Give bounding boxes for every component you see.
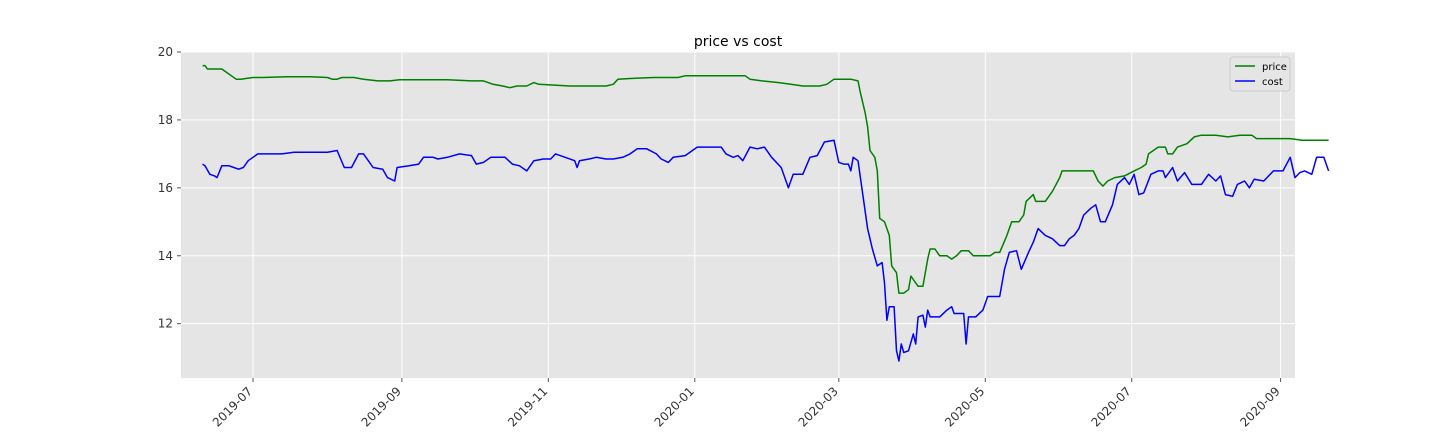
plot-background xyxy=(181,52,1295,378)
y-tick-label: 20 xyxy=(158,45,173,59)
x-tick-label: 2020-09 xyxy=(1237,384,1282,429)
y-tick-label: 16 xyxy=(158,181,173,195)
legend-label-cost: cost xyxy=(1262,77,1283,88)
y-tick-label: 18 xyxy=(158,113,173,127)
x-tick-label: 2019-07 xyxy=(210,384,255,429)
legend: price cost xyxy=(1229,56,1291,92)
x-tick-label: 2019-09 xyxy=(359,384,404,429)
series-group xyxy=(202,64,1330,362)
x-tick-label: 2019-11 xyxy=(505,384,550,429)
x-tick-label: 2020-05 xyxy=(942,384,987,429)
y-tick-label: 12 xyxy=(158,317,173,331)
chart-title: price vs cost xyxy=(694,34,783,50)
series-line-price xyxy=(202,64,1329,294)
x-ticks: 2019-07 2019-09 2019-11 2020-01 2020-03 2020-… xyxy=(210,378,1283,430)
y-tick-label: 14 xyxy=(158,249,173,263)
x-tick-label: 2020-03 xyxy=(796,384,841,429)
grid xyxy=(181,51,1295,378)
legend-label-price: price xyxy=(1262,62,1287,73)
y-ticks: 12 14 16 18 20 xyxy=(158,45,181,331)
x-tick-label: 2020-07 xyxy=(1089,384,1134,429)
series-line-cost xyxy=(202,139,1330,362)
x-tick-label: 2020-01 xyxy=(652,384,697,429)
